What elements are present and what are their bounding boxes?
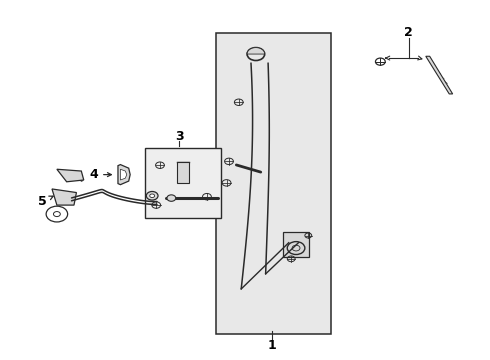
- Bar: [283, 232, 310, 257]
- Bar: [177, 162, 189, 183]
- Circle shape: [167, 195, 176, 201]
- Polygon shape: [426, 56, 453, 94]
- Bar: [216, 33, 331, 334]
- Text: 1: 1: [268, 339, 276, 352]
- Circle shape: [147, 192, 158, 200]
- Text: 5: 5: [38, 195, 47, 208]
- Polygon shape: [52, 189, 76, 205]
- Circle shape: [46, 206, 68, 222]
- Circle shape: [53, 212, 60, 217]
- Polygon shape: [118, 165, 130, 185]
- Bar: [145, 148, 220, 218]
- Polygon shape: [121, 169, 127, 180]
- Polygon shape: [247, 48, 265, 54]
- Text: 2: 2: [404, 27, 413, 40]
- Text: 4: 4: [89, 168, 98, 181]
- Text: 3: 3: [175, 130, 183, 144]
- Circle shape: [150, 194, 155, 198]
- Polygon shape: [57, 169, 84, 182]
